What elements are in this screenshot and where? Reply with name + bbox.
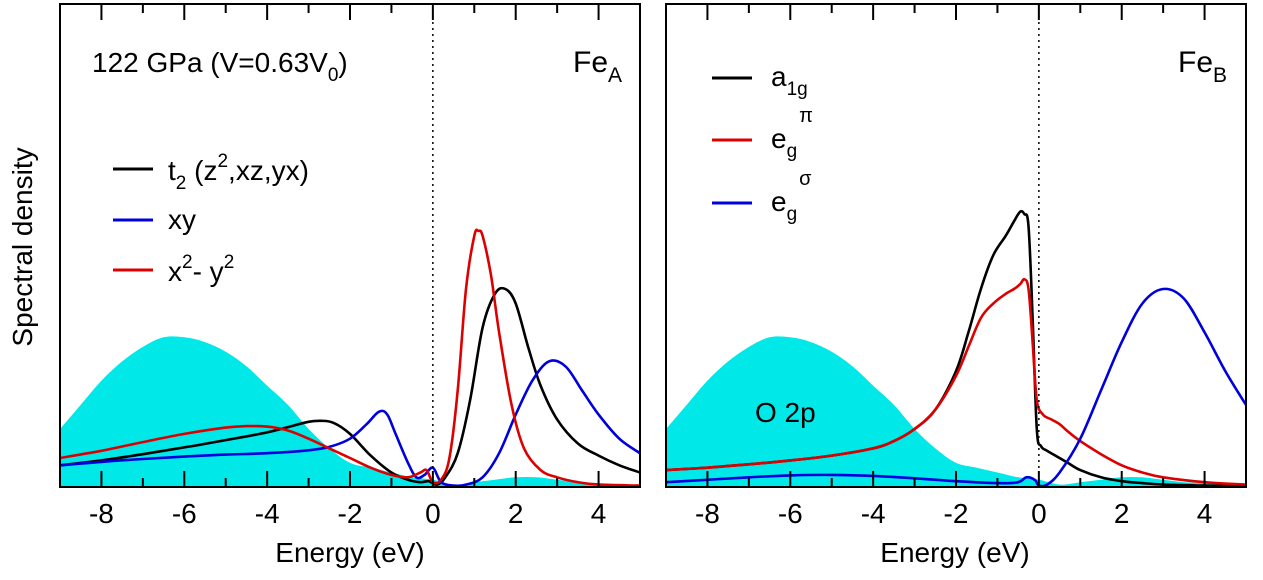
legend-label-eg-pi: egπ [771, 105, 813, 162]
x-tick-label-b: 2 [1114, 498, 1130, 529]
x-ticks-b: -8 -6 -4 -2 0 2 4 [665, 4, 1247, 529]
legend-b: a1g egπ egσ [712, 61, 813, 225]
x-tick-label-a: 4 [591, 498, 607, 529]
x-tick-label-b: 0 [1031, 498, 1047, 529]
legend-label-eg-sigma: egσ [771, 168, 812, 225]
x-tick-label-b: -4 [861, 498, 886, 529]
series-line-a-0 [60, 286, 640, 486]
legend-label-x2y2: x2- y2 [168, 252, 234, 287]
series-line-a-1 [60, 359, 640, 487]
pressure-annotation: 122 GPa (V=0.63V0) [92, 47, 348, 86]
o2p-label: O 2p [755, 397, 816, 428]
legend-label-t2: t2 (z2,xz,yx) [168, 151, 309, 194]
panel-fe-a: -8 -6 -4 -2 0 2 4 Energy (eV) 122 GPa (V=0.63V… [59, 3, 641, 568]
series-line-b-1 [666, 277, 1246, 486]
xlabel-a: Energy (eV) [275, 537, 424, 568]
x-tick-label-b: 4 [1197, 498, 1213, 529]
legend-label-xy: xy [168, 204, 196, 235]
x-tick-label-a: -4 [255, 498, 280, 529]
legend-label-a1g: a1g [771, 61, 808, 100]
site-label-b: FeB [1178, 46, 1227, 87]
series-line-b-2 [666, 287, 1246, 487]
site-label-a: FeA [573, 46, 622, 87]
x-tick-label-b: -8 [695, 498, 720, 529]
x-tick-label-b: -6 [778, 498, 803, 529]
series-lines-b [666, 209, 1246, 487]
legend-a: t2 (z2,xz,yx) xy x2- y2 [113, 151, 309, 287]
y-axis-label: Spectral density [7, 147, 38, 346]
series-lines-a [60, 228, 640, 487]
x-tick-label-a: -6 [172, 498, 197, 529]
o2p-fill-b [666, 336, 1246, 487]
x-tick-label-b: -2 [944, 498, 969, 529]
panel-fe-b: -8 -6 -4 -2 0 2 4 Energy (eV) FeB O 2p a1g egπ… [665, 3, 1247, 568]
xlabel-b: Energy (eV) [880, 537, 1029, 568]
x-ticks-a: -8 -6 -4 -2 0 2 4 [59, 4, 641, 529]
series-line-a-2 [60, 228, 640, 487]
x-tick-label-a: -8 [89, 498, 114, 529]
x-tick-label-a: -2 [338, 498, 363, 529]
x-tick-label-a: 2 [508, 498, 524, 529]
o2p-fill-a [60, 336, 640, 487]
x-tick-label-a: 0 [425, 498, 441, 529]
